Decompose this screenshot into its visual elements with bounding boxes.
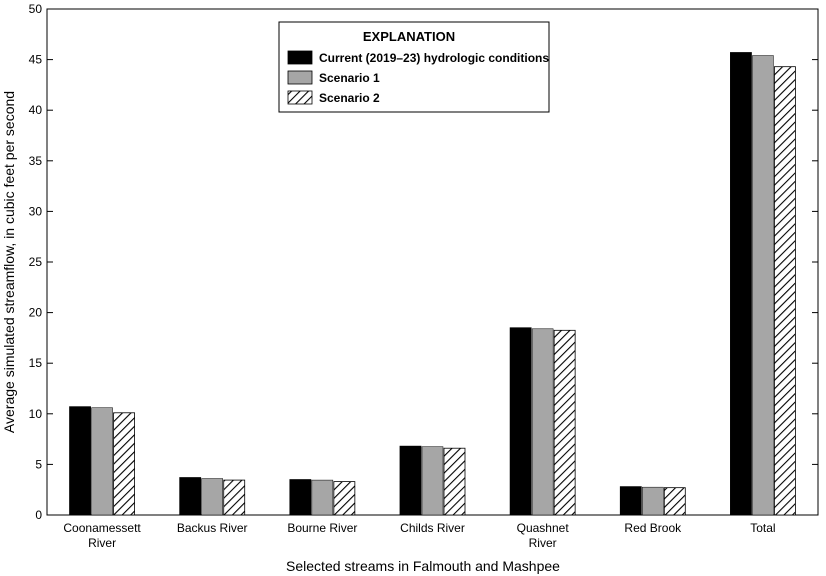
legend-swatch-1 xyxy=(287,50,313,65)
legend-swatch-3 xyxy=(287,90,313,105)
bar-3 xyxy=(774,66,796,516)
y-tick-label: 45 xyxy=(29,53,43,67)
bar-3 xyxy=(553,329,576,516)
x-tick-label-line: Bourne River xyxy=(287,521,357,535)
bar-1 xyxy=(289,479,312,516)
x-tick-label: Backus River xyxy=(177,521,248,535)
x-tick-label: Bourne River xyxy=(287,521,357,535)
x-tick-label-line: Red Brook xyxy=(624,521,682,535)
x-tick-label: Red Brook xyxy=(624,521,682,535)
x-tick-label-line: Backus River xyxy=(177,521,248,535)
legend-label-3: Scenario 2 xyxy=(319,91,380,105)
y-tick-label: 0 xyxy=(35,508,42,522)
bar-1 xyxy=(619,486,642,516)
legend-swatch-2 xyxy=(287,70,313,85)
y-tick-label: 20 xyxy=(29,306,43,320)
x-tick-label-line: Quashnet xyxy=(517,521,570,535)
bar-3 xyxy=(443,447,466,516)
bar-3 xyxy=(663,487,686,516)
bar-2 xyxy=(201,478,223,516)
y-tick-label: 50 xyxy=(29,2,43,16)
x-tick-label-line: Childs River xyxy=(400,521,465,535)
legend-box xyxy=(278,21,550,113)
bar-3 xyxy=(333,481,356,516)
bar-1 xyxy=(730,52,752,516)
bar-2 xyxy=(752,55,774,516)
y-tick-label: 40 xyxy=(29,103,43,117)
x-tick-label-line: Total xyxy=(750,521,775,535)
legend: EXPLANATION Current (2019–23) hydrologic … xyxy=(278,21,550,113)
bar-2 xyxy=(531,328,554,516)
y-tick-label: 15 xyxy=(29,356,43,370)
x-tick-label: Coonamessett River xyxy=(63,521,141,550)
bar-3 xyxy=(223,479,246,516)
bar-2 xyxy=(421,446,444,516)
x-tick-label-line: River xyxy=(88,536,116,550)
bar-1 xyxy=(399,445,422,516)
y-tick-label: 5 xyxy=(35,457,42,471)
y-tick-label: 10 xyxy=(29,407,43,421)
x-tick-label-line: River xyxy=(529,536,557,550)
legend-label-2: Scenario 1 xyxy=(319,71,380,85)
bar-1 xyxy=(509,327,532,516)
bar-2 xyxy=(91,407,113,516)
x-tick-label-line: Coonamessett xyxy=(63,521,141,535)
legend-title: EXPLANATION xyxy=(363,29,455,44)
y-tick-label: 30 xyxy=(29,204,43,218)
y-tick-label: 25 xyxy=(29,255,43,269)
x-tick-label: Total xyxy=(750,521,775,535)
y-tick-label: 35 xyxy=(29,154,43,168)
y-axis-title: Average simulated streamflow, in cubic f… xyxy=(1,91,17,433)
bar-2 xyxy=(311,479,334,516)
bar-1 xyxy=(69,406,91,516)
x-tick-label: Childs River xyxy=(400,521,465,535)
x-axis-title: Selected streams in Falmouth and Mashpee xyxy=(286,558,560,574)
x-tick-label: Quashnet River xyxy=(517,521,570,550)
bar-3 xyxy=(113,412,135,516)
legend-label-1: Current (2019–23) hydrologic conditions xyxy=(319,51,549,65)
bar-2 xyxy=(642,486,664,516)
bar-1 xyxy=(179,477,202,516)
